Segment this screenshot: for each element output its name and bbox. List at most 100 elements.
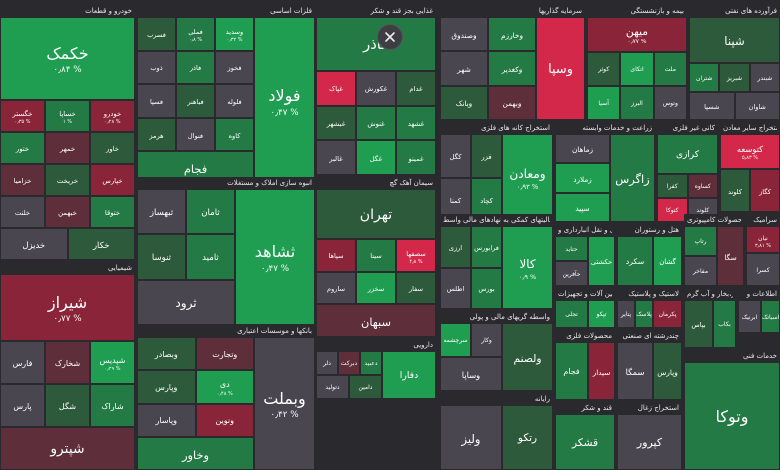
stock-tile[interactable]: دبرکت: [338, 351, 360, 375]
stock-tile[interactable]: فنوال: [176, 117, 215, 152]
stock-tile[interactable]: ونوین: [195, 403, 254, 437]
stock-tile[interactable]: ختوقا: [90, 196, 135, 228]
stock-tile[interactable]: وسپا: [536, 17, 585, 120]
stock-tile[interactable]: وپارس: [653, 342, 682, 400]
stock-tile[interactable]: قشکر: [555, 414, 615, 470]
stock-tile[interactable]: غاذر: [316, 17, 436, 71]
stock-tile[interactable]: فباهنر: [176, 84, 215, 118]
stock-tile[interactable]: شبندر: [749, 63, 780, 92]
stock-tile[interactable]: فلوله: [215, 84, 254, 118]
stock-tile[interactable]: شتران: [689, 63, 720, 92]
stock-tile[interactable]: فجام: [555, 342, 588, 400]
stock-tile[interactable]: کتوکا: [657, 198, 688, 222]
stock-tile[interactable]: وتجارت: [195, 337, 254, 371]
stock-tile[interactable]: پارس: [0, 384, 45, 427]
stock-tile[interactable]: سبهان: [316, 304, 436, 337]
stock-tile[interactable]: خکمک ۰٫۸۴ %: [0, 17, 135, 100]
stock-tile[interactable]: پکرمان: [653, 300, 682, 328]
stock-tile[interactable]: غبشهر: [316, 105, 356, 141]
stock-tile[interactable]: فارس: [0, 341, 45, 384]
stock-tile[interactable]: غالبر: [316, 140, 356, 175]
stock-tile[interactable]: وبانک: [440, 85, 488, 120]
stock-tile[interactable]: نیان ۳٫۸۱ %: [746, 226, 780, 253]
stock-tile[interactable]: خکار: [67, 228, 135, 260]
stock-tile[interactable]: غنوش: [356, 105, 396, 141]
stock-tile[interactable]: شپنا: [689, 17, 780, 63]
stock-tile[interactable]: شیراز ۰٫۷۷ %: [0, 274, 135, 341]
stock-tile[interactable]: خریخت: [45, 164, 90, 196]
stock-tile[interactable]: شپترو: [0, 427, 135, 470]
stock-tile[interactable]: فسپا: [137, 84, 176, 118]
stock-tile[interactable]: کرازی: [657, 134, 718, 174]
stock-tile[interactable]: سیدار: [588, 342, 615, 400]
stock-tile[interactable]: وسدید ۰٫۳۲ %: [215, 17, 254, 51]
stock-tile[interactable]: خزامیا: [0, 164, 45, 196]
stock-tile[interactable]: سخزر: [356, 271, 396, 305]
stock-tile[interactable]: دفارا: [382, 351, 436, 399]
stock-tile[interactable]: تپکو: [588, 300, 615, 328]
stock-tile[interactable]: سپاها: [316, 239, 356, 272]
stock-tile[interactable]: ولیز: [440, 405, 502, 470]
stock-tile[interactable]: هرمز: [137, 117, 176, 152]
stock-tile[interactable]: شگل: [45, 384, 90, 427]
stock-tile[interactable]: وساپا: [440, 357, 502, 391]
stock-tile[interactable]: غدام: [396, 71, 436, 106]
stock-tile[interactable]: کگل: [440, 134, 471, 178]
stock-tile[interactable]: سکرد: [617, 236, 653, 286]
stock-tile[interactable]: ثامان: [186, 189, 235, 235]
stock-tile[interactable]: وپاسار: [137, 403, 196, 437]
stock-tile[interactable]: زاگرس: [610, 134, 655, 222]
stock-tile[interactable]: زماهان: [555, 134, 610, 164]
stock-tile[interactable]: بپاس: [684, 300, 713, 348]
stock-tile[interactable]: خپارس: [90, 164, 135, 196]
stock-tile[interactable]: اتکای: [620, 52, 654, 86]
stock-tile[interactable]: وبملت ۰٫۴۲ %: [254, 337, 315, 470]
stock-tile[interactable]: وپارس: [137, 370, 196, 404]
stock-tile[interactable]: میهن ۰٫۷۷ %: [587, 17, 687, 52]
stock-tile[interactable]: وصندوق: [440, 17, 488, 52]
stock-tile[interactable]: وخارزم: [488, 17, 536, 52]
stock-tile[interactable]: اطلس: [440, 267, 471, 309]
stock-tile[interactable]: اسیاتک: [761, 300, 780, 333]
stock-tile[interactable]: ثبهساز: [137, 189, 186, 235]
stock-tile[interactable]: ثامید: [186, 234, 235, 280]
stock-tile[interactable]: وخاور: [137, 436, 254, 470]
stock-tile[interactable]: مفاخر: [684, 256, 717, 286]
stock-tile[interactable]: خلنت: [0, 196, 45, 228]
stock-tile[interactable]: فرابورس: [471, 226, 502, 268]
stock-tile[interactable]: دی ۰٫۴۸ %: [195, 370, 254, 404]
stock-tile[interactable]: غگل: [356, 140, 396, 175]
stock-tile[interactable]: غکورش: [356, 71, 396, 106]
stock-tile[interactable]: دامین: [349, 375, 382, 399]
stock-tile[interactable]: پلاسک: [635, 300, 653, 328]
stock-tile[interactable]: سیتا: [356, 239, 396, 272]
stock-tile[interactable]: حتاید: [555, 236, 588, 261]
stock-tile[interactable]: ثنوسا: [137, 234, 186, 280]
stock-tile[interactable]: فاذر: [176, 50, 215, 85]
stock-tile[interactable]: شبریز: [719, 63, 750, 92]
stock-tile[interactable]: رتاپ: [684, 226, 717, 256]
stock-tile[interactable]: ثشاهد ۰٫۴۷ %: [235, 189, 315, 325]
stock-tile[interactable]: سصفها ۴٫۸ %: [396, 239, 436, 272]
stock-tile[interactable]: ذوب: [137, 50, 176, 85]
stock-tile[interactable]: ولصنم: [502, 323, 553, 391]
stock-tile[interactable]: خبهمن: [45, 196, 90, 228]
stock-tile[interactable]: ارزی: [440, 226, 471, 268]
stock-tile[interactable]: ساروم: [316, 271, 356, 305]
stock-tile[interactable]: حآفرین: [555, 261, 588, 286]
stock-tile[interactable]: کسرا: [746, 253, 780, 286]
stock-tile[interactable]: بورس: [471, 267, 502, 309]
stock-tile[interactable]: شخارک: [45, 341, 90, 384]
stock-tile[interactable]: خدیزل: [0, 228, 68, 260]
stock-tile[interactable]: کفرا: [657, 174, 688, 198]
stock-tile[interactable]: ختور: [0, 132, 45, 164]
stock-tile[interactable]: فولاد ۰٫۴۷ %: [254, 17, 315, 185]
stock-tile[interactable]: شسپا: [689, 91, 735, 120]
stock-tile[interactable]: بکاب: [713, 300, 736, 348]
stock-tile[interactable]: کپرور: [617, 414, 682, 470]
stock-tile[interactable]: سرچشمه: [440, 323, 471, 357]
stock-tile[interactable]: سمگا: [617, 342, 653, 400]
stock-tile[interactable]: شاراک: [90, 384, 135, 427]
stock-tile[interactable]: شاوان: [734, 91, 780, 120]
stock-tile[interactable]: کساوه: [687, 174, 718, 198]
